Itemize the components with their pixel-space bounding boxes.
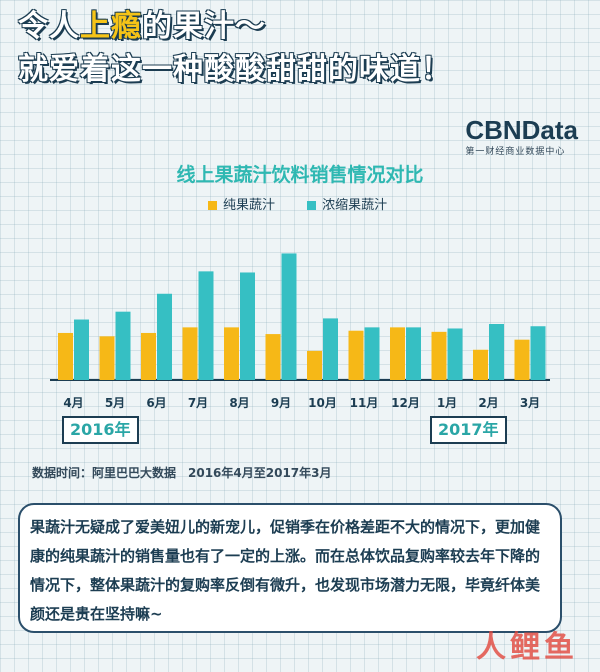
bar-concentrate-2 <box>115 311 131 380</box>
x-tick-label: 11月 <box>350 396 379 410</box>
cbndata-logo: CBNData 第一财经商业数据中心 <box>465 116 578 157</box>
legend-swatch-pure <box>208 201 217 210</box>
bar-concentrate-4 <box>198 271 214 380</box>
bar-pure-10 <box>431 331 447 380</box>
x-tick-label: 6月 <box>146 396 166 410</box>
bar-concentrate-10 <box>447 328 463 380</box>
data-source-note: 数据时间：阿里巴巴大数据 2016年4月至2017年3月 <box>32 466 332 480</box>
description-text: 果蔬汁无疑成了爱美妞儿的新宠儿，促销季在价格差距不大的情况下，更加健康的纯果蔬汁… <box>30 518 541 623</box>
bar-concentrate-5 <box>240 272 255 380</box>
bar-concentrate-3 <box>157 293 172 380</box>
headline-line-1: 令人上瘾的果汁～ <box>18 6 588 48</box>
headline-text: 的果汁～ <box>142 9 266 44</box>
x-tick-label: 3月 <box>520 396 540 410</box>
bar-pure-11 <box>473 349 488 380</box>
year-label-2016: 2016年 <box>62 416 139 444</box>
chart-legend: 纯果蔬汁 浓缩果蔬汁 <box>208 194 415 213</box>
bar-pure-1 <box>58 332 73 380</box>
chart-title: 线上果蔬汁饮料销售情况对比 <box>176 164 424 186</box>
bar-pure-12 <box>514 339 530 380</box>
bar-concentrate-6 <box>281 253 297 380</box>
x-tick-label: 10月 <box>308 396 337 410</box>
bar-pure-3 <box>141 332 156 380</box>
legend-item-pure: 纯果蔬汁 <box>208 198 275 213</box>
bar-pure-8 <box>348 330 364 380</box>
bar-concentrate-11 <box>489 324 504 380</box>
headline-line-2: 就爱着这一种酸酸甜甜的味道！ <box>18 52 452 87</box>
headline-text: 令人 <box>18 9 80 44</box>
bar-pure-6 <box>265 334 281 380</box>
x-tick-label: 9月 <box>271 396 291 410</box>
bar-pure-5 <box>224 327 239 380</box>
bar-pure-2 <box>99 336 115 380</box>
logo-name: CBNData <box>465 115 578 145</box>
description-box: 果蔬汁无疑成了爱美妞儿的新宠儿，促销季在价格差距不大的情况下，更加健康的纯果蔬汁… <box>18 503 562 633</box>
headline: 令人上瘾的果汁～ 就爱着这一种酸酸甜甜的味道！ <box>18 6 588 92</box>
x-tick-label: 8月 <box>229 396 249 410</box>
x-tick-label: 1月 <box>437 396 457 410</box>
bar-concentrate-9 <box>406 327 421 380</box>
bar-concentrate-8 <box>364 327 380 380</box>
headline-highlight: 上瘾 <box>80 9 142 44</box>
bar-pure-4 <box>182 327 198 380</box>
x-tick-label: 2月 <box>478 396 498 410</box>
legend-item-concentrate: 浓缩果蔬汁 <box>307 198 387 213</box>
bar-pure-7 <box>307 350 322 380</box>
logo-subtitle: 第一财经商业数据中心 <box>465 146 566 156</box>
x-tick-label: 4月 <box>63 396 83 410</box>
bar-concentrate-12 <box>530 326 546 380</box>
bar-concentrate-1 <box>74 319 89 380</box>
bar-concentrate-7 <box>323 318 338 380</box>
x-tick-label: 7月 <box>188 396 208 410</box>
watermark: 人鲤鱼 <box>476 630 578 665</box>
bar-pure-9 <box>390 327 405 380</box>
x-tick-label: 5月 <box>105 396 125 410</box>
year-label-2017: 2017年 <box>430 416 507 444</box>
x-tick-label: 12月 <box>391 396 420 410</box>
legend-swatch-concentrate <box>307 201 317 210</box>
legend-label-concentrate: 浓缩果蔬汁 <box>322 198 388 213</box>
legend-label-pure: 纯果蔬汁 <box>223 198 276 213</box>
